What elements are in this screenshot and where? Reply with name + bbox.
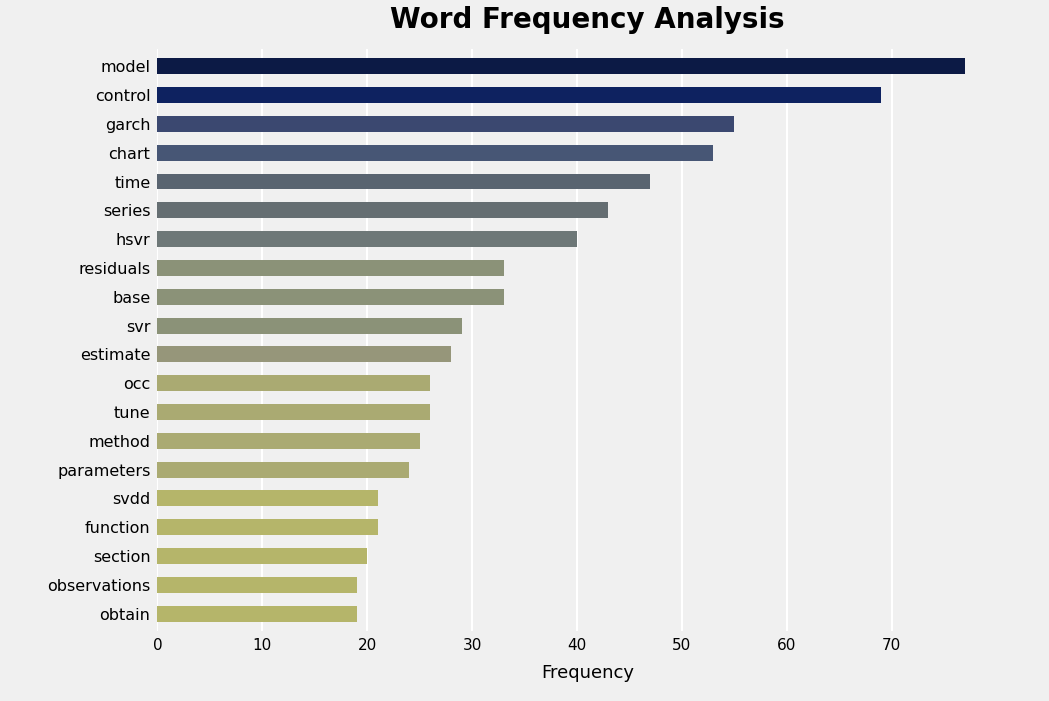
Title: Word Frequency Analysis: Word Frequency Analysis	[390, 6, 785, 34]
Bar	[157, 145, 713, 161]
Bar	[157, 433, 420, 449]
Bar	[157, 116, 734, 132]
Bar	[157, 606, 357, 622]
Bar	[157, 548, 367, 564]
Bar	[157, 289, 504, 305]
Bar	[157, 577, 357, 593]
Bar	[157, 203, 608, 218]
Bar	[157, 519, 378, 535]
Bar	[157, 87, 881, 103]
Bar	[157, 375, 430, 391]
Bar	[157, 346, 451, 362]
Bar	[157, 318, 462, 334]
X-axis label: Frequency: Frequency	[541, 664, 634, 682]
Bar	[157, 174, 650, 189]
Bar	[157, 404, 430, 420]
Bar	[157, 491, 378, 506]
Bar	[157, 58, 965, 74]
Bar	[157, 231, 577, 247]
Bar	[157, 462, 409, 477]
Bar	[157, 260, 504, 276]
